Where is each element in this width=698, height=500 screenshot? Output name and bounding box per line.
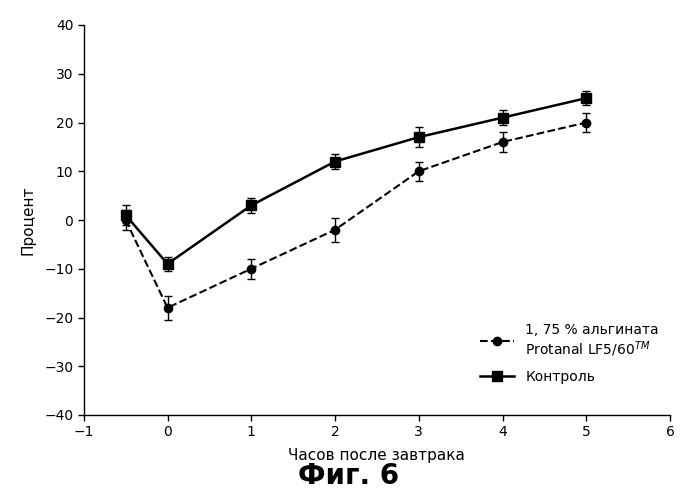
Text: Фиг. 6: Фиг. 6 bbox=[299, 462, 399, 490]
Legend: 1, 75 % альгината
Protanal LF5/60$^{TM}$, Контроль: 1, 75 % альгината Protanal LF5/60$^{TM}$… bbox=[475, 318, 663, 388]
X-axis label: Часов после завтрака: Часов после завтрака bbox=[288, 448, 466, 463]
Y-axis label: Процент: Процент bbox=[21, 185, 36, 255]
